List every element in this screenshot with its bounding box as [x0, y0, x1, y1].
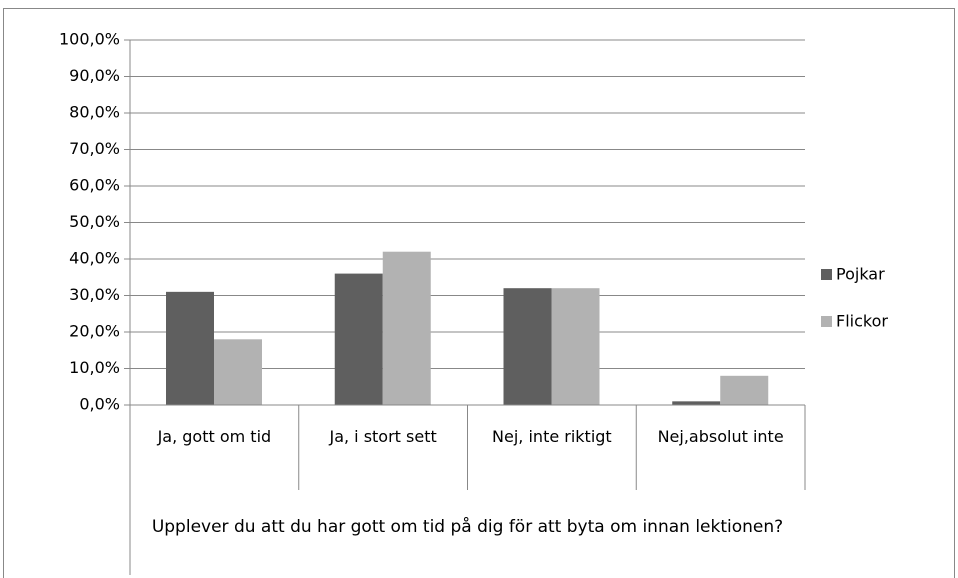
x-tick-label: Nej, inte riktigt — [492, 427, 612, 446]
bar — [382, 251, 431, 405]
y-tick-label: 20,0% — [69, 322, 120, 341]
x-axis-title: Upplever du att du har gott om tid på di… — [151, 517, 784, 537]
bar — [334, 273, 383, 405]
y-tick-label: 100,0% — [59, 30, 120, 49]
bar — [166, 291, 214, 405]
legend-label: Flickor — [836, 312, 888, 331]
bar — [214, 339, 262, 405]
chart-frame — [3, 8, 955, 578]
x-tick-label: Ja, i stort sett — [329, 427, 437, 446]
y-tick-label: 30,0% — [69, 285, 120, 304]
bar — [551, 288, 600, 405]
legend-swatch — [821, 269, 832, 280]
y-tick-label: 50,0% — [69, 212, 120, 231]
legend-swatch — [821, 316, 832, 327]
legend-label: Pojkar — [836, 265, 885, 284]
y-tick-label: 10,0% — [69, 358, 120, 377]
y-tick-label: 40,0% — [69, 249, 120, 268]
y-tick-label: 60,0% — [69, 176, 120, 195]
x-tick-label: Nej,absolut inte — [657, 427, 784, 446]
bar — [672, 401, 721, 405]
y-tick-label: 80,0% — [69, 103, 120, 122]
y-tick-label: 0,0% — [79, 395, 120, 414]
bar — [720, 375, 769, 405]
bar — [503, 288, 552, 405]
y-tick-label: 90,0% — [69, 66, 120, 85]
x-tick-label: Ja, gott om tid — [157, 427, 272, 446]
y-tick-label: 70,0% — [69, 139, 120, 158]
